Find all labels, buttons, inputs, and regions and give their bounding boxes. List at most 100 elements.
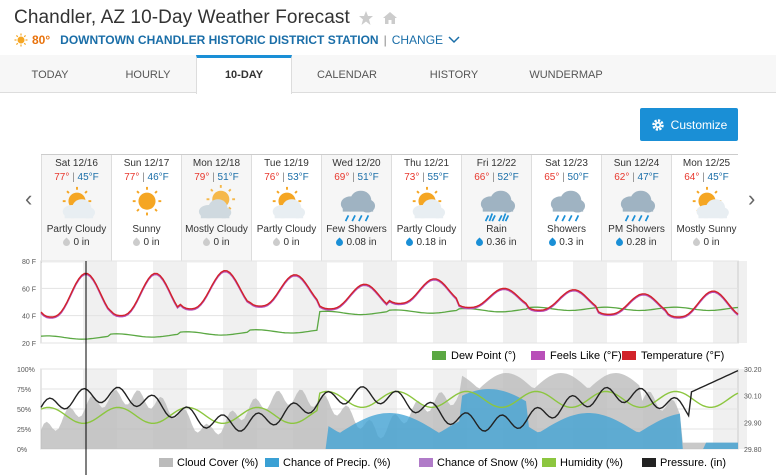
next-arrow-icon[interactable]: › (748, 186, 756, 211)
day-date: Mon 12/18 (192, 158, 241, 169)
night-band (713, 261, 747, 343)
day-column[interactable]: Wed 12/20 69° | 51°F Few Showers 0.08 in (321, 155, 391, 263)
day-temps: 79° | 51°F (182, 172, 251, 183)
day-precip-value: 0 in (703, 237, 720, 248)
tab-wundermap[interactable]: WUNDERMAP (529, 69, 603, 81)
day-date: Sun 12/17 (123, 158, 170, 169)
day-condition: Mostly Cloudy (185, 224, 248, 235)
day-column[interactable]: Sun 12/24 62° | 47°F PM Showers 0.28 in (601, 155, 671, 263)
day-precip-value: 0.28 in (626, 237, 657, 248)
showers-icon (340, 190, 375, 222)
customize-button[interactable]: Customize (640, 108, 738, 141)
temp-separator: | (702, 172, 705, 183)
day-condition: Partly Cloudy (46, 224, 107, 235)
day-column[interactable]: Mon 12/18 79° | 51°F Mostly Cloudy 0 in (181, 155, 251, 263)
day-low: 50°F (567, 172, 589, 183)
raindrop-icon (61, 237, 72, 248)
temp-separator: | (422, 172, 425, 183)
day-temps: 69° | 51°F (322, 172, 391, 183)
day-high: 77° (54, 172, 70, 183)
tab-10-day[interactable]: 10-DAY (196, 55, 292, 94)
legend-swatch (531, 351, 545, 360)
home-icon[interactable] (382, 10, 398, 26)
day-column[interactable]: Thu 12/21 73° | 55°F Partly Cloudy 0.18 in (391, 155, 461, 263)
tab-hourly[interactable]: HOURLY (125, 69, 171, 81)
mostly-cloudy-icon (198, 185, 235, 219)
temp-separator: | (562, 172, 565, 183)
day-column[interactable]: Tue 12/19 76° | 53°F Partly Cloudy 0 in (251, 155, 321, 263)
day-date: Sun 12/24 (613, 158, 660, 169)
change-link[interactable]: CHANGE (391, 33, 444, 47)
legend-label: Humidity (%) (560, 457, 623, 469)
day-precip-value: 0 in (213, 237, 230, 248)
day-date: Sat 12/23 (545, 158, 588, 169)
day-column[interactable]: Fri 12/22 66° | 52°F Rain 0.36 in (461, 155, 531, 263)
y-tick-right: 29.90 (744, 420, 762, 427)
showers-icon (550, 190, 585, 222)
day-condition: Showers (547, 224, 586, 235)
chevron-down-icon[interactable] (447, 35, 461, 45)
day-temps: 66° | 52°F (462, 172, 531, 183)
title-row: Chandler, AZ 10-Day Weather Forecast (14, 6, 398, 30)
gear-icon (651, 118, 664, 131)
day-column[interactable]: Sun 12/17 77° | 46°F Sunny 0 in (111, 155, 181, 263)
day-precip: 0 in (672, 237, 741, 248)
customize-label: Customize (670, 117, 728, 132)
day-precip-value: 0.3 in (559, 237, 584, 248)
partly-cloudy-icon (412, 186, 445, 219)
legend-swatch (432, 351, 446, 360)
day-date: Tue 12/19 (264, 158, 309, 169)
day-low: 53°F (287, 172, 309, 183)
legend-swatch (265, 458, 279, 467)
night-band (153, 261, 187, 343)
tab-calendar[interactable]: CALENDAR (317, 69, 377, 81)
legend-label: Pressure. (in) (660, 457, 726, 469)
station-row: 80° DOWNTOWN CHANDLER HISTORIC DISTRICT … (14, 31, 461, 49)
day-date: Wed 12/20 (332, 158, 381, 169)
day-high: 64° (684, 172, 700, 183)
prev-arrow-icon[interactable]: ‹ (25, 186, 33, 211)
day-temps: 65° | 50°F (532, 172, 601, 183)
mostly-sunny-icon (692, 186, 729, 219)
day-high: 73° (404, 172, 420, 183)
y-tick-left: 100% (17, 367, 35, 374)
day-date: Sat 12/16 (55, 158, 98, 169)
station-name[interactable]: DOWNTOWN CHANDLER HISTORIC DISTRICT STAT… (60, 33, 379, 47)
day-low: 47°F (637, 172, 659, 183)
temp-separator: | (72, 172, 75, 183)
day-precip: 0 in (182, 237, 251, 248)
y-tick-left: 25% (17, 427, 31, 434)
legend-swatch (159, 458, 173, 467)
current-temp: 80° (32, 33, 51, 47)
day-column[interactable]: Mon 12/25 64° | 45°F Mostly Sunny 0 in (671, 155, 741, 263)
conditions-chart: 100% 75% 50% 25% 0% 30.20 30.10 29.90 29.80 Cloud… (17, 365, 762, 475)
day-column[interactable]: Sat 12/23 65° | 50°F Showers 0.3 in (531, 155, 601, 263)
temp-separator: | (352, 172, 355, 183)
legend-label: Chance of Snow (%) (437, 457, 538, 469)
temperature-chart: 80 F 60 F 40 F 20 F Dew Point (°) Feels Like … (22, 259, 747, 367)
day-low: 51°F (217, 172, 239, 183)
day-temps: 64° | 45°F (672, 172, 741, 183)
day-condition: PM Showers (608, 224, 665, 235)
raindrop-icon (691, 237, 702, 248)
partly-cloudy-icon (272, 186, 305, 219)
day-precip-value: 0 in (73, 237, 90, 248)
day-low: 55°F (427, 172, 449, 183)
raindrop-icon (475, 237, 485, 248)
day-precip-value: 0 in (283, 237, 300, 248)
legend-label: Feels Like (°F) (550, 350, 622, 362)
raindrop-icon (547, 237, 558, 248)
tab-history[interactable]: HISTORY (429, 69, 479, 81)
day-precip: 0.28 in (602, 237, 671, 248)
day-column[interactable]: Sat 12/16 77° | 45°F Partly Cloudy 0 in (41, 155, 111, 263)
legend-label: Temperature (°F) (641, 350, 724, 362)
night-band (503, 261, 537, 343)
day-temps: 77° | 46°F (112, 172, 181, 183)
temp-separator: | (282, 172, 285, 183)
legend-swatch (419, 458, 433, 467)
tab-today[interactable]: TODAY (31, 69, 69, 81)
page-title: Chandler, AZ 10-Day Weather Forecast (14, 7, 350, 28)
star-icon[interactable] (358, 10, 374, 26)
showers-icon (620, 190, 655, 222)
day-high: 77° (124, 172, 140, 183)
